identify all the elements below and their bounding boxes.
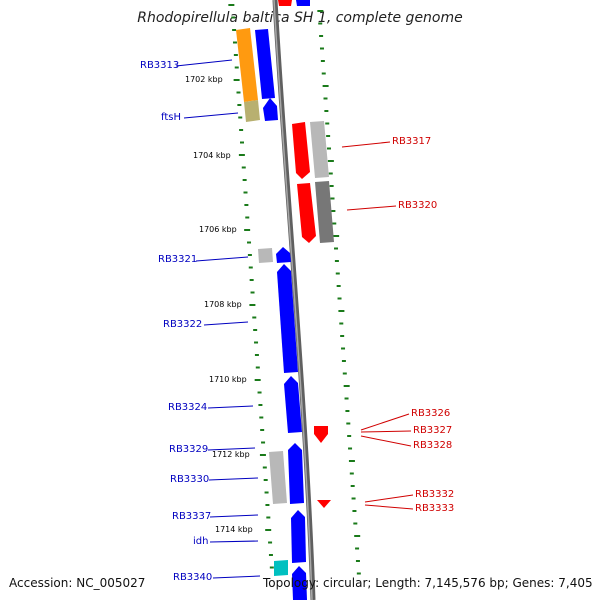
gene-top-red[interactable]: [278, 0, 292, 6]
gene-label-RB3337[interactable]: RB3337: [172, 511, 211, 522]
gene-RB3313[interactable]: [236, 28, 258, 102]
gene-RB3326[interactable]: [314, 426, 328, 443]
gene-label-RB3326[interactable]: RB3326: [411, 408, 450, 419]
label-connector: [212, 575, 261, 579]
gene-label-RB3313[interactable]: RB3313: [140, 60, 179, 71]
label-connector: [346, 205, 397, 211]
label-connector: [209, 540, 259, 543]
gene-label-RB3317[interactable]: RB3317: [392, 136, 431, 147]
gene-RB3321[interactable]: [258, 248, 273, 263]
gene-top-blue[interactable]: [296, 0, 310, 6]
gene-label-RB3327[interactable]: RB3327: [413, 425, 452, 436]
label-connector: [364, 494, 414, 503]
gene-blue-1[interactable]: [255, 29, 275, 99]
ruler-label: 1714 kbp: [215, 525, 253, 534]
ruler-label: 1702 kbp: [185, 75, 223, 84]
ruler-label: 1708 kbp: [204, 300, 242, 309]
gene-RB3324[interactable]: [284, 376, 302, 433]
gene-RB3322[interactable]: [277, 264, 298, 373]
genome-stats-text: Topology: circular; Length: 7,145,576 bp…: [263, 576, 593, 590]
label-connector: [175, 59, 233, 67]
gene-RB3329[interactable]: [269, 451, 287, 504]
label-connector: [209, 514, 259, 518]
gene-blue-2[interactable]: [263, 98, 278, 121]
map-title: Rhodopirellula baltica SH 1, complete ge…: [137, 10, 463, 26]
label-connector: [360, 430, 412, 433]
gene-RB3317[interactable]: [292, 122, 310, 179]
gene-RB3340-blue[interactable]: [292, 566, 307, 600]
gene-RB3332[interactable]: [317, 500, 331, 508]
backbone: [272, 0, 316, 600]
label-connector: [208, 477, 259, 481]
gene-features: [236, 0, 334, 600]
gene-label-RB3340[interactable]: RB3340: [173, 572, 212, 583]
gene-RB3340[interactable]: [274, 560, 288, 576]
gene-label-RB3332[interactable]: RB3332: [415, 489, 454, 500]
gene-label-idh[interactable]: idh: [193, 536, 208, 547]
label-connector: [341, 141, 391, 148]
label-connector: [207, 447, 256, 451]
ruler-label: 1704 kbp: [193, 151, 231, 160]
ruler-label: 1710 kbp: [209, 375, 247, 384]
label-connector: [364, 504, 414, 510]
gene-label-RB3328[interactable]: RB3328: [413, 440, 452, 451]
accession-text: Accession: NC_005027: [9, 576, 146, 590]
gene-label-RB3321[interactable]: RB3321: [158, 254, 197, 265]
gene-RB3317-gray[interactable]: [310, 121, 329, 178]
gene-label-RB3320[interactable]: RB3320: [398, 200, 437, 211]
gene-label-RB3322[interactable]: RB3322: [163, 319, 202, 330]
gene-RB3320[interactable]: [297, 183, 316, 243]
gene-label-RB3330[interactable]: RB3330: [170, 474, 209, 485]
gene-label-RB3329[interactable]: RB3329: [169, 444, 208, 455]
gene-labels: RB3313 ftsH RB3321 RB3322 RB3324 RB3329 RB3330…: [140, 59, 454, 583]
label-connector: [207, 405, 254, 409]
gene-RB3330[interactable]: [288, 443, 304, 504]
label-connector: [195, 256, 249, 262]
tick-tracks: [228, 4, 361, 575]
ruler: 1702 kbp 1704 kbp 1706 kbp 1708 kbp 1710 kbp…: [185, 75, 253, 534]
label-connector: [183, 112, 239, 119]
label-connector: [360, 413, 410, 431]
gene-ftsH[interactable]: [244, 100, 260, 122]
gene-label-RB3333[interactable]: RB3333: [415, 503, 454, 514]
ruler-label: 1706 kbp: [199, 225, 237, 234]
label-connector: [360, 435, 412, 447]
gene-RB3320-gray[interactable]: [315, 181, 334, 243]
gene-label-RB3324[interactable]: RB3324: [168, 402, 207, 413]
gene-RB3337[interactable]: [291, 510, 306, 563]
ruler-label: 1712 kbp: [212, 450, 250, 459]
gene-label-ftsH[interactable]: ftsH: [161, 112, 181, 123]
gene-RB3321-blue[interactable]: [276, 247, 291, 263]
label-connector: [203, 321, 249, 326]
